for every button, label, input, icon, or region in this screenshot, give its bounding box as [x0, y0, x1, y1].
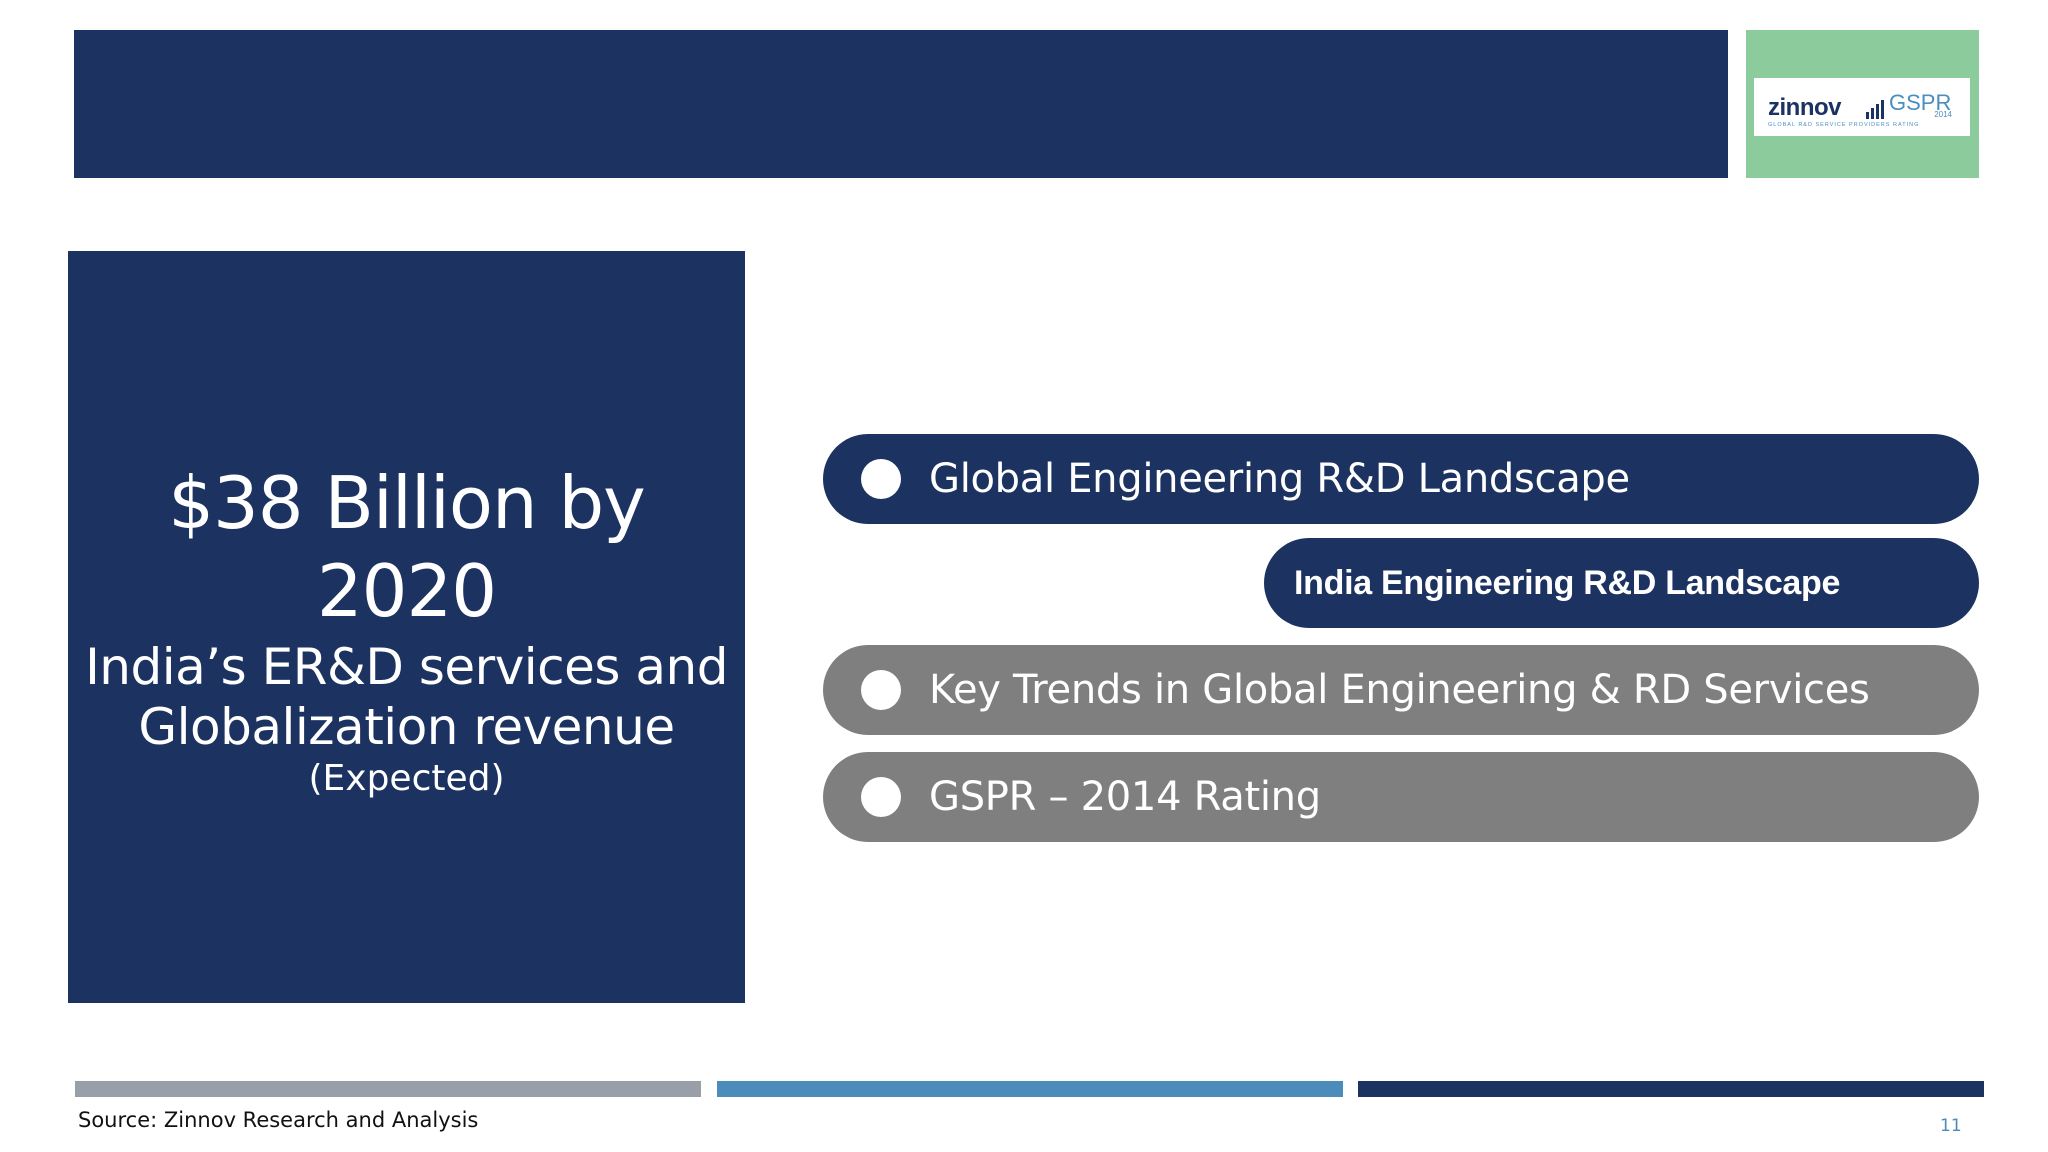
- agenda-item-global-landscape[interactable]: Global Engineering R&D Landscape: [823, 434, 1979, 524]
- source-note: Source: Zinnov Research and Analysis: [78, 1108, 479, 1132]
- agenda-item-india-landscape[interactable]: India Engineering R&D Landscape: [1264, 538, 1979, 628]
- agenda-item-label: Key Trends in Global Engineering & RD Se…: [929, 667, 1870, 713]
- agenda-item-label: Global Engineering R&D Landscape: [929, 456, 1630, 502]
- logo-panel: zinnov GSPR 2014 GLOBAL R&D SERVICE PROV…: [1746, 30, 1979, 178]
- header-banner: [74, 30, 1728, 178]
- bullet-icon: [861, 670, 901, 710]
- bullet-icon: [861, 777, 901, 817]
- bullet-icon: [861, 459, 901, 499]
- footer-strip-grey: [75, 1081, 701, 1097]
- stat-description-line-1: India’s ER&D services and: [85, 638, 728, 696]
- bar-chart-icon: [1866, 100, 1884, 119]
- stat-headline-line-1: $38 Billion by: [168, 461, 646, 545]
- logo-wordmark: zinnov: [1768, 94, 1842, 121]
- stat-description: India’s ER&D services and Globalization …: [68, 637, 745, 757]
- zinnov-gspr-logo: zinnov GSPR 2014 GLOBAL R&D SERVICE PROV…: [1754, 78, 1970, 136]
- agenda-item-label: GSPR – 2014 Rating: [929, 774, 1321, 820]
- page-number: 11: [1940, 1116, 1962, 1136]
- logo-gspr: GSPR: [1889, 90, 1952, 115]
- stat-description-line-2: Globalization revenue: [138, 698, 675, 756]
- key-stat-panel: $38 Billion by 2020 India’s ER&D service…: [68, 251, 745, 1003]
- stat-headline: $38 Billion by 2020: [68, 459, 745, 635]
- stat-headline-line-2: 2020: [316, 549, 497, 633]
- logo-tagline: GLOBAL R&D SERVICE PROVIDERS RATING: [1768, 122, 1920, 128]
- logo-year: 2014: [1934, 110, 1952, 119]
- agenda-item-gspr-rating[interactable]: GSPR – 2014 Rating: [823, 752, 1979, 842]
- agenda-item-key-trends[interactable]: Key Trends in Global Engineering & RD Se…: [823, 645, 1979, 735]
- footer-strip-blue: [717, 1081, 1343, 1097]
- agenda-item-label: India Engineering R&D Landscape: [1294, 564, 1841, 602]
- footer-strip-navy: [1358, 1081, 1984, 1097]
- stat-note: (Expected): [308, 758, 505, 799]
